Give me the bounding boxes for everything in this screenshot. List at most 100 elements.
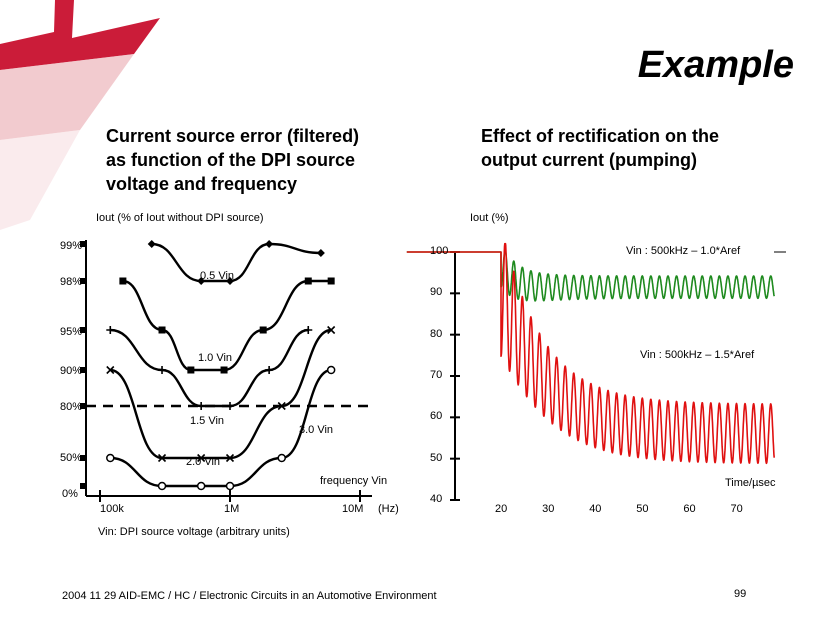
right-x-tick-label: 30 [542, 503, 555, 515]
data-point [220, 366, 228, 374]
y-tick-mark [80, 455, 86, 461]
data-point [304, 326, 313, 334]
left-xlabel: frequency Vin [320, 475, 388, 487]
data-point [225, 481, 235, 491]
page-number: 99 [734, 588, 747, 600]
y-tick-label: 98% [60, 276, 83, 288]
data-point [277, 401, 286, 411]
data-point [158, 326, 166, 334]
series-label-green: Vin : 500kHz – 1.0*Aref [626, 245, 741, 257]
y-tick-label: 80% [60, 401, 83, 413]
data-point [265, 366, 274, 374]
curve-group [147, 240, 325, 285]
x-tick-label: 100k [100, 503, 124, 515]
right-x-tick-label: 40 [589, 503, 602, 515]
right-x-tick-label: 60 [683, 503, 696, 515]
data-point [196, 481, 206, 491]
curve-group [106, 325, 336, 463]
data-point [265, 240, 274, 248]
curve-label: 1.5 Vin [190, 415, 225, 427]
right-y-tick-label: 60 [430, 410, 443, 423]
subtitle-left-line: Current source error (filtered) [106, 126, 360, 146]
footer-text: 2004 11 29 AID-EMC / HC / Electronic Cir… [62, 590, 437, 602]
data-point [157, 481, 167, 491]
data-point [226, 277, 234, 285]
curve-group [106, 365, 336, 491]
data-point [106, 326, 115, 334]
subtitle-left-line: as function of the DPI source [106, 150, 356, 170]
curve-group [119, 277, 335, 374]
data-point [106, 453, 115, 463]
right-xlabel: Time/µsec [725, 477, 776, 489]
right-x-tick-label: 50 [636, 503, 649, 515]
subtitle-left-line: voltage and frequency [106, 174, 298, 194]
data-point [277, 453, 286, 463]
curve-line [110, 328, 332, 460]
right-y-tick-label: 40 [430, 493, 443, 505]
left-chart [80, 240, 372, 502]
series-label-red: Vin : 500kHz – 1.5*Aref [640, 349, 755, 361]
y-tick-label: 99% [60, 240, 83, 252]
data-point [316, 249, 325, 257]
series-line-green [406, 249, 775, 302]
right-x-tick-label: 20 [495, 503, 508, 515]
series-line-red [406, 242, 775, 465]
x-tick-label: 1M [224, 503, 240, 515]
subtitle-right-line: Effect of rectification on the [481, 126, 720, 146]
x-tick-label: 10M [342, 503, 364, 515]
subtitle-right: Effect of rectification on the output cu… [481, 124, 719, 172]
series-group [406, 242, 775, 465]
data-point [157, 453, 167, 463]
y-tick-label: 95% [60, 326, 83, 338]
data-point [106, 365, 115, 375]
right-y-tick-label: 90 [430, 286, 443, 299]
right-y-tick-label: 100 [430, 245, 449, 257]
series-group [406, 249, 775, 302]
y-tick-mark [80, 278, 86, 284]
data-point [197, 402, 206, 410]
curve-label: 2.0 Vin [186, 456, 221, 468]
data-point [304, 277, 312, 285]
y-tick-label: 0% [62, 488, 78, 500]
y-tick-mark [80, 241, 86, 247]
data-point [187, 366, 195, 374]
slide-title: Example [637, 44, 794, 86]
y-tick-mark [80, 367, 86, 373]
data-point [327, 325, 336, 335]
right-chart [406, 242, 786, 501]
y-tick-mark [80, 403, 86, 409]
y-tick-label: 90% [60, 365, 83, 377]
data-point [226, 402, 234, 410]
curve-label: 3.0 Vin [299, 424, 334, 436]
right-x-tick-label: 70 [730, 503, 743, 515]
data-point [197, 453, 206, 463]
curve-label: 0.5 Vin [200, 270, 235, 282]
data-point [158, 366, 167, 374]
right-y-tick-label: 70 [430, 369, 443, 381]
y-tick-label: 50% [60, 452, 83, 464]
data-point [259, 326, 267, 334]
x-unit-label: (Hz) [378, 503, 399, 515]
logo-shape [0, 0, 160, 230]
y-tick-mark [80, 327, 86, 333]
data-point [327, 277, 335, 285]
curve-line [110, 328, 309, 408]
subtitle-right-line: output current (pumping) [481, 150, 697, 170]
right-ylabel: Iout (%) [470, 212, 509, 224]
data-point [326, 365, 336, 375]
curve-line [110, 368, 332, 488]
right-y-tick-label: 80 [430, 327, 443, 340]
left-ylabel: Iout (% of Iout without DPI source) [96, 212, 264, 224]
y-tick-mark [80, 483, 86, 489]
curve-group [106, 326, 313, 410]
left-note: Vin: DPI source voltage (arbitrary units… [98, 526, 290, 538]
data-point [225, 453, 235, 463]
data-point [147, 240, 156, 248]
data-point [119, 277, 127, 285]
subtitle-left: Current source error (filtered) as funct… [106, 124, 359, 196]
curve-label: 1.0 Vin [198, 352, 233, 364]
right-y-tick-label: 50 [430, 451, 443, 464]
data-point [197, 277, 206, 285]
curve-line [151, 242, 321, 283]
